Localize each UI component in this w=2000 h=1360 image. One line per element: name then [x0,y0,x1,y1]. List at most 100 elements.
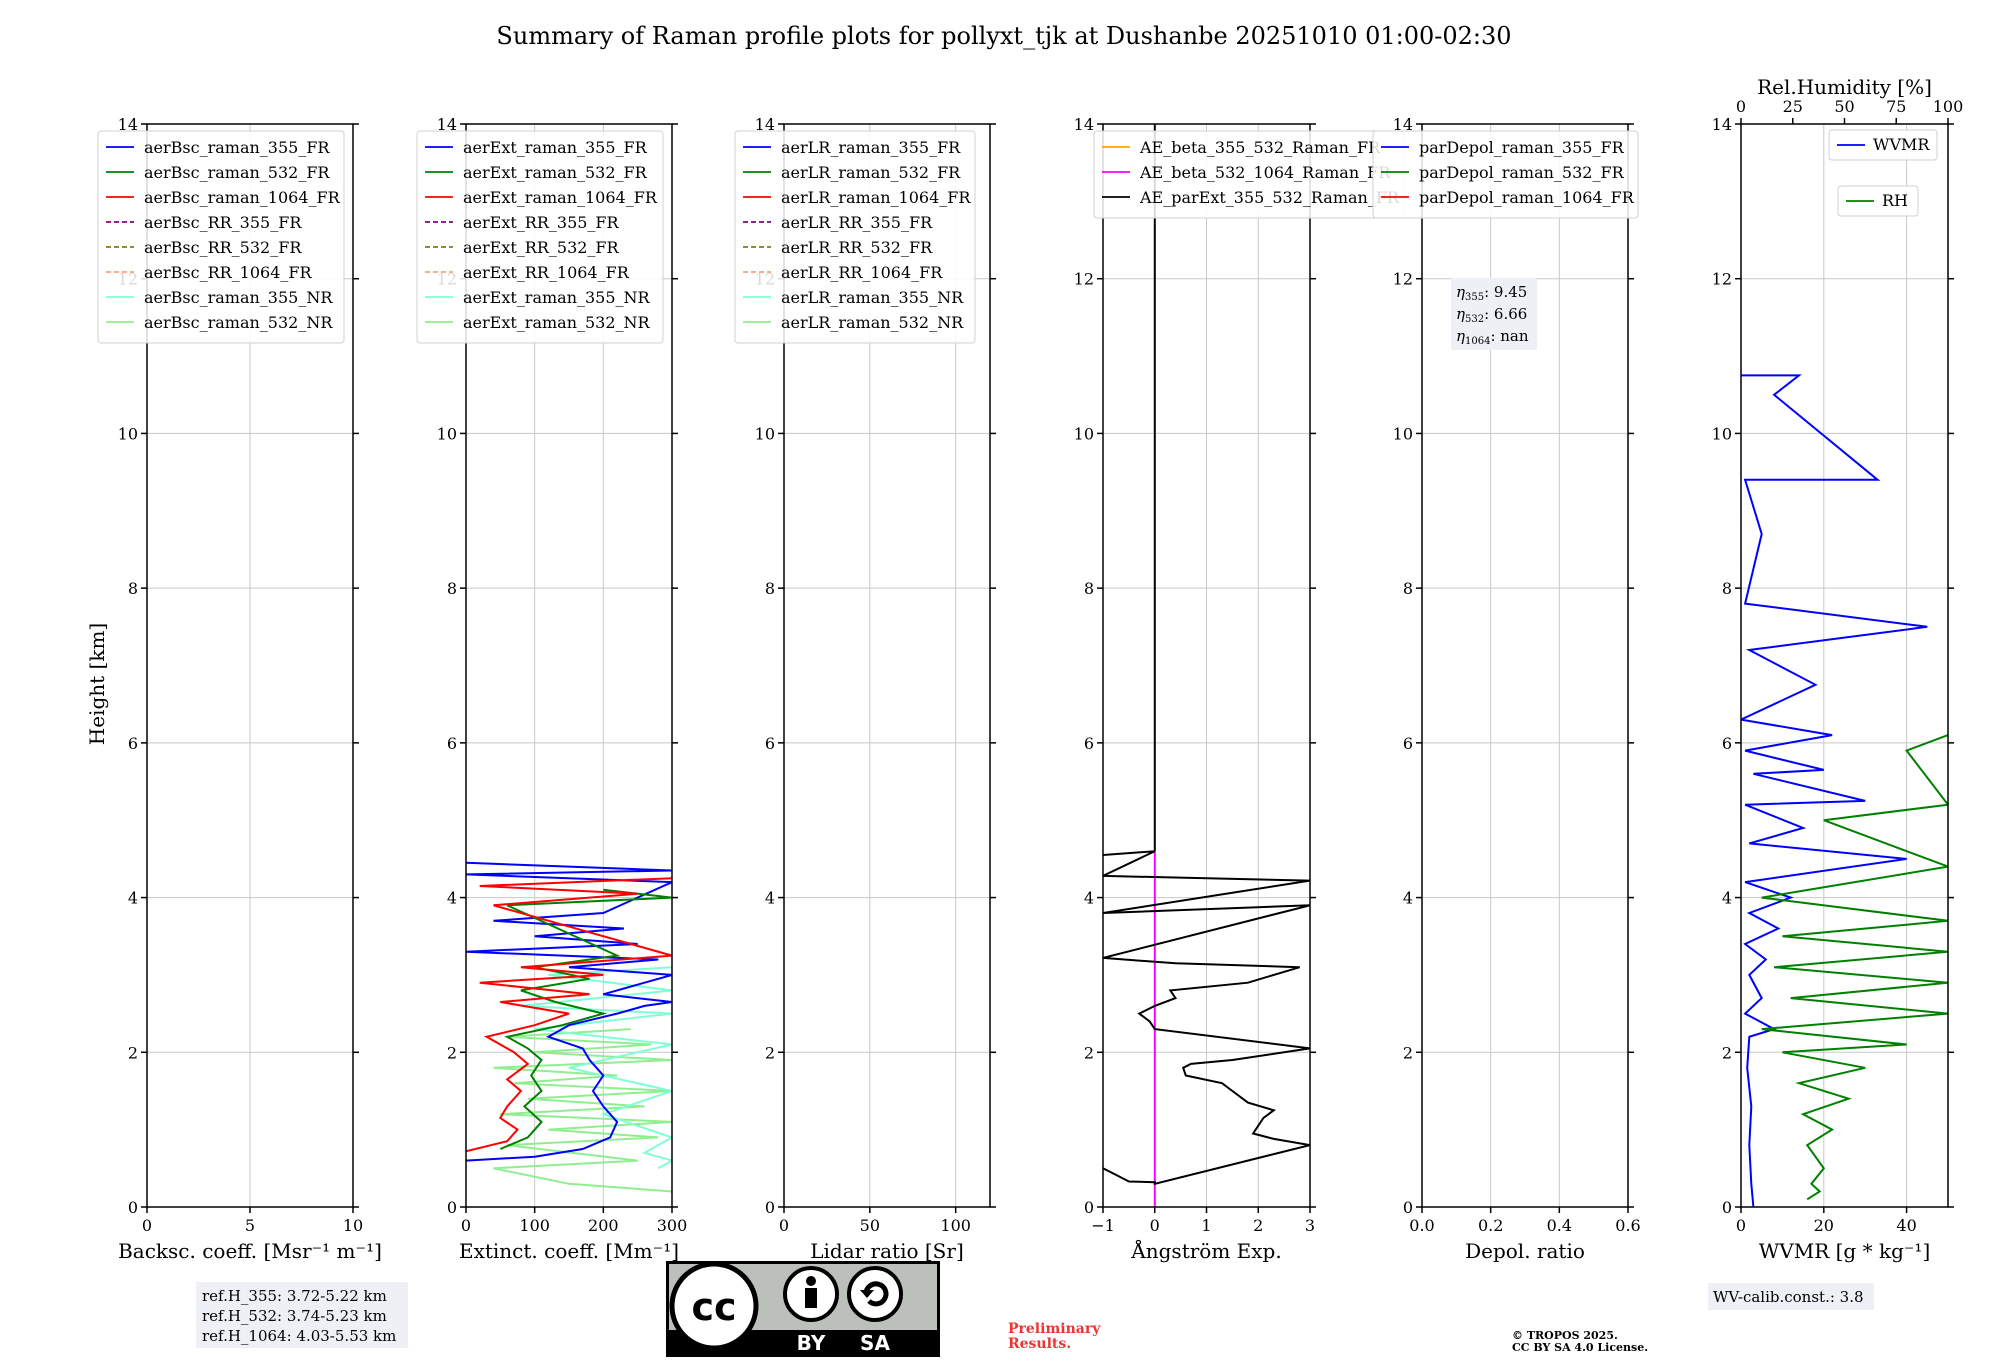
legend-label: aerLR_raman_532_NR [781,313,964,332]
y-tick-label: 10 [755,424,775,443]
legend-label: aerLR_RR_532_FR [781,238,933,257]
panel-depol: 0 2 4 6 8 10 12 14 0.0 0.2 0.4 0.6 Depol. ratio parDe… [1372,115,1641,1263]
y-tick-label: 6 [1403,734,1413,753]
share-alike-icon [847,1266,903,1322]
y-tick-label: 14 [1074,115,1094,134]
preliminary-text-2: Results. [1008,1336,1071,1352]
copyright-text-2: CC BY SA 4.0 License. [1512,1341,1648,1354]
legend-label: aerBsc_raman_532_FR [144,163,330,182]
y-tick-label: 6 [1084,734,1094,753]
series-aerExt_raman_355_NR [520,966,672,1170]
y-tick-label: 0 [1403,1198,1413,1217]
y-tick-label: 14 [755,115,775,134]
license-by-text: BY [797,1331,826,1355]
y-tick-label: 0 [447,1198,457,1217]
legend-label: parDepol_raman_532_FR [1419,163,1625,182]
cc-license-badge: cc BY SA [666,1261,940,1357]
y-tick-label: 4 [765,889,775,908]
ref-h-532: ref.H_532: 3.74-5.23 km [202,1307,387,1325]
axes-frame [1421,123,1629,1208]
legend-ext: aerExt_raman_355_FR aerExt_raman_532_FRae… [416,130,664,344]
x-axis-label-bsc: Backsc. coeff. [Msr⁻¹ m⁻¹] [118,1239,382,1263]
reference-heights-box: ref.H_355: 3.72-5.22 km ref.H_532: 3.74-… [196,1282,408,1348]
legend-label: aerLR_raman_532_FR [781,163,961,182]
top-x-tick-label: 0 [1736,97,1746,116]
x-tick-label: 300 [657,1216,688,1235]
legend-item-RH: RH [1837,185,1919,217]
eta-355-value: : 9.45 [1484,283,1527,301]
x-axis-label-ae: Ångström Exp. [1130,1238,1281,1263]
x-tick-label: 0 [1150,1216,1160,1235]
top-x-tick-label: 50 [1834,97,1854,116]
legend-bsc: aerBsc_raman_355_FR aerBsc_raman_532_FRae… [97,130,345,344]
x-tick-label: 40 [1896,1216,1916,1235]
legend-lr: aerLR_raman_355_FR aerLR_raman_532_FR aerL… [734,130,976,344]
y-tick-label: 0 [1084,1198,1094,1217]
axes-frame [783,123,991,1208]
y-tick-label: 4 [128,889,138,908]
legend-depol: parDepol_raman_355_FR parDepol_raman_532_… [1372,130,1639,219]
x-tick-label: 0 [779,1216,789,1235]
series-RH [1761,734,1948,1201]
legend-label: aerBsc_raman_1064_FR [144,188,341,207]
y-tick-label: 4 [1722,889,1732,908]
legend-label: aerExt_RR_1064_FR [463,263,630,282]
y-tick-label: 8 [128,579,138,598]
figure-title: Summary of Raman profile plots for polly… [496,22,1511,50]
x-tick-label: 10 [343,1216,363,1235]
top-x-tick-label: 25 [1783,97,1803,116]
copyright-text-1: © TROPOS 2025. [1512,1329,1618,1342]
y-tick-label: 10 [1393,424,1413,443]
y-tick-label: 4 [447,889,457,908]
y-tick-label: 8 [1722,579,1732,598]
legend-label: aerExt_raman_355_FR [463,138,648,157]
x-tick-label: 3 [1305,1216,1315,1235]
y-tick-label: 4 [1084,889,1094,908]
y-tick-label: 14 [437,115,457,134]
top-x-axis-label: Rel.Humidity [%] [1757,75,1932,99]
x-axis-label-ext: Extinct. coeff. [Mm⁻¹] [459,1239,679,1263]
panel-bsc: 024681012140510Backsc. coeff. [Msr⁻¹ m⁻¹… [97,115,382,1263]
svg-text:WVMR: WVMR [1873,135,1930,154]
y-tick-label: 8 [765,579,775,598]
x-axis-label-depol: Depol. ratio [1465,1239,1585,1263]
y-tick-label: 14 [118,115,138,134]
svg-text:η355: 9.45: η355: 9.45 [1456,283,1527,303]
legend-label: aerBsc_raman_355_FR [144,138,330,157]
svg-text:RH: RH [1882,191,1908,210]
legend-label: aerLR_raman_355_NR [781,288,964,307]
y-tick-label: 12 [1393,270,1413,289]
cc-logo-text: cc [691,1285,736,1329]
x-tick-label: 50 [860,1216,880,1235]
y-tick-label: 14 [1712,115,1732,134]
legend-label: aerLR_RR_355_FR [781,213,933,232]
x-tick-label: 0 [461,1216,471,1235]
legend-label: aerBsc_raman_532_NR [144,313,333,332]
x-tick-label: 100 [519,1216,550,1235]
series-aerExt_raman_532_NR [493,1028,672,1193]
x-tick-label: 2 [1253,1216,1263,1235]
y-tick-label: 2 [1403,1043,1413,1062]
x-tick-label: 100 [940,1216,971,1235]
legend-label: aerExt_RR_532_FR [463,238,620,257]
y-tick-label: 12 [1074,270,1094,289]
ref-h-1064: ref.H_1064: 4.03-5.53 km [202,1327,396,1345]
y-tick-label: 8 [1084,579,1094,598]
wv-calib-box: WV-calib.const.: 3.8 [1708,1283,1874,1310]
depol-eta-box: η355: 9.45 η532: 6.66 η1064: nan [1451,278,1537,350]
y-tick-label: 12 [1712,270,1732,289]
x-tick-label: 0 [1736,1216,1746,1235]
legend-label: AE_beta_355_532_Raman_FR [1139,138,1381,157]
y-axis-label: Height [km] [85,623,109,745]
x-tick-label: −1 [1091,1216,1115,1235]
axes-frame [465,123,673,1208]
legend-label: aerLR_raman_1064_FR [781,188,971,207]
x-tick-label: 20 [1814,1216,1834,1235]
panel-lr: 02468101214050100Lidar ratio [Sr]aerLR_r… [734,115,996,1263]
ref-h-355: ref.H_355: 3.72-5.22 km [202,1287,387,1305]
y-tick-label: 0 [1722,1198,1732,1217]
x-tick-label: 0.6 [1615,1216,1640,1235]
y-tick-label: 8 [447,579,457,598]
